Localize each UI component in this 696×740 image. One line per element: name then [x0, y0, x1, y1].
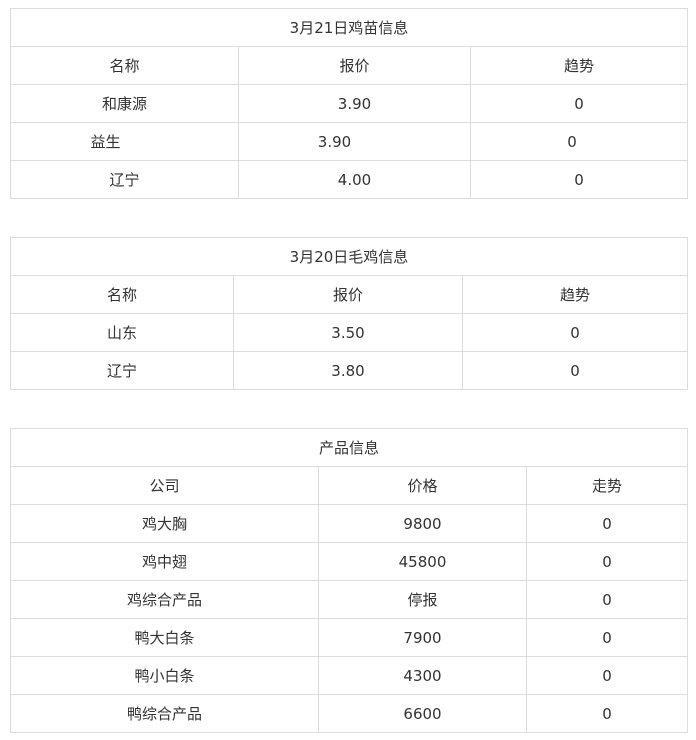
- table-cell: 0: [526, 656, 688, 695]
- table-row: 鸭小白条 4300 0: [10, 656, 688, 695]
- table-row: 鸭综合产品 6600 0: [10, 694, 688, 733]
- table-cell: 9800: [318, 504, 527, 543]
- product-info-table: 产品信息 公司 价格 走势 鸡大胸 9800 0 鸡中翅 45800 0 鸡综合产品 停报 0 鸭大白条 7…: [10, 428, 688, 733]
- column-header: 报价: [233, 275, 463, 314]
- column-header: 价格: [318, 466, 527, 505]
- table-cell: 7900: [318, 618, 527, 657]
- table-cell: 鸡中翅: [10, 542, 319, 581]
- chick-seedling-table: 3月21日鸡苗信息 名称 报价 趋势 和康源 3.90 0 益生 3.90 0 辽宁 4.00 0: [10, 8, 688, 199]
- table-cell: 6600: [318, 694, 527, 733]
- table-cell: 0: [470, 122, 688, 161]
- table-cell: 0: [462, 351, 688, 390]
- table-title-row: 产品信息: [10, 428, 688, 467]
- table-cell: 3.80: [233, 351, 463, 390]
- table-row: 鸭大白条 7900 0: [10, 618, 688, 657]
- table-header-row: 名称 报价 趋势: [10, 275, 688, 314]
- table-title-row: 3月20日毛鸡信息: [10, 237, 688, 276]
- table-row: 辽宁 4.00 0: [10, 160, 688, 199]
- table-cell: 益生: [10, 122, 239, 161]
- table-cell: 3.50: [233, 313, 463, 352]
- column-header: 报价: [238, 46, 471, 85]
- table-cell: 0: [470, 84, 688, 123]
- table-cell: 鸡综合产品: [10, 580, 319, 619]
- column-header: 走势: [526, 466, 688, 505]
- table-cell: 3.90: [238, 122, 471, 161]
- table-title: 3月20日毛鸡信息: [10, 237, 688, 276]
- table-cell: 4.00: [238, 160, 471, 199]
- table-title: 产品信息: [10, 428, 688, 467]
- table-title-row: 3月21日鸡苗信息: [10, 8, 688, 47]
- table-row: 山东 3.50 0: [10, 313, 688, 352]
- table-cell: 0: [462, 313, 688, 352]
- table-cell: 鸭综合产品: [10, 694, 319, 733]
- table-cell: 辽宁: [10, 351, 234, 390]
- table-cell: 0: [526, 542, 688, 581]
- column-header: 公司: [10, 466, 319, 505]
- column-header: 名称: [10, 46, 239, 85]
- table-cell: 鸭小白条: [10, 656, 319, 695]
- table-cell: 3.90: [238, 84, 471, 123]
- table-cell: 山东: [10, 313, 234, 352]
- table-row: 辽宁 3.80 0: [10, 351, 688, 390]
- table-cell: 鸭大白条: [10, 618, 319, 657]
- table-cell: 0: [526, 694, 688, 733]
- table-cell: 辽宁: [10, 160, 239, 199]
- table-row: 益生 3.90 0: [10, 122, 688, 161]
- column-header: 趋势: [462, 275, 688, 314]
- table-cell: 45800: [318, 542, 527, 581]
- column-header: 名称: [10, 275, 234, 314]
- table-cell: 鸡大胸: [10, 504, 319, 543]
- live-chicken-table: 3月20日毛鸡信息 名称 报价 趋势 山东 3.50 0 辽宁 3.80 0: [10, 237, 688, 390]
- table-header-row: 公司 价格 走势: [10, 466, 688, 505]
- table-row: 鸡大胸 9800 0: [10, 504, 688, 543]
- table-cell: 和康源: [10, 84, 239, 123]
- table-cell: 0: [526, 504, 688, 543]
- table-row: 鸡中翅 45800 0: [10, 542, 688, 581]
- table-cell: 0: [526, 580, 688, 619]
- table-header-row: 名称 报价 趋势: [10, 46, 688, 85]
- table-row: 和康源 3.90 0: [10, 84, 688, 123]
- column-header: 趋势: [470, 46, 688, 85]
- table-cell: 4300: [318, 656, 527, 695]
- table-cell: 0: [470, 160, 688, 199]
- table-row: 鸡综合产品 停报 0: [10, 580, 688, 619]
- table-cell: 0: [526, 618, 688, 657]
- table-title: 3月21日鸡苗信息: [10, 8, 688, 47]
- table-cell: 停报: [318, 580, 527, 619]
